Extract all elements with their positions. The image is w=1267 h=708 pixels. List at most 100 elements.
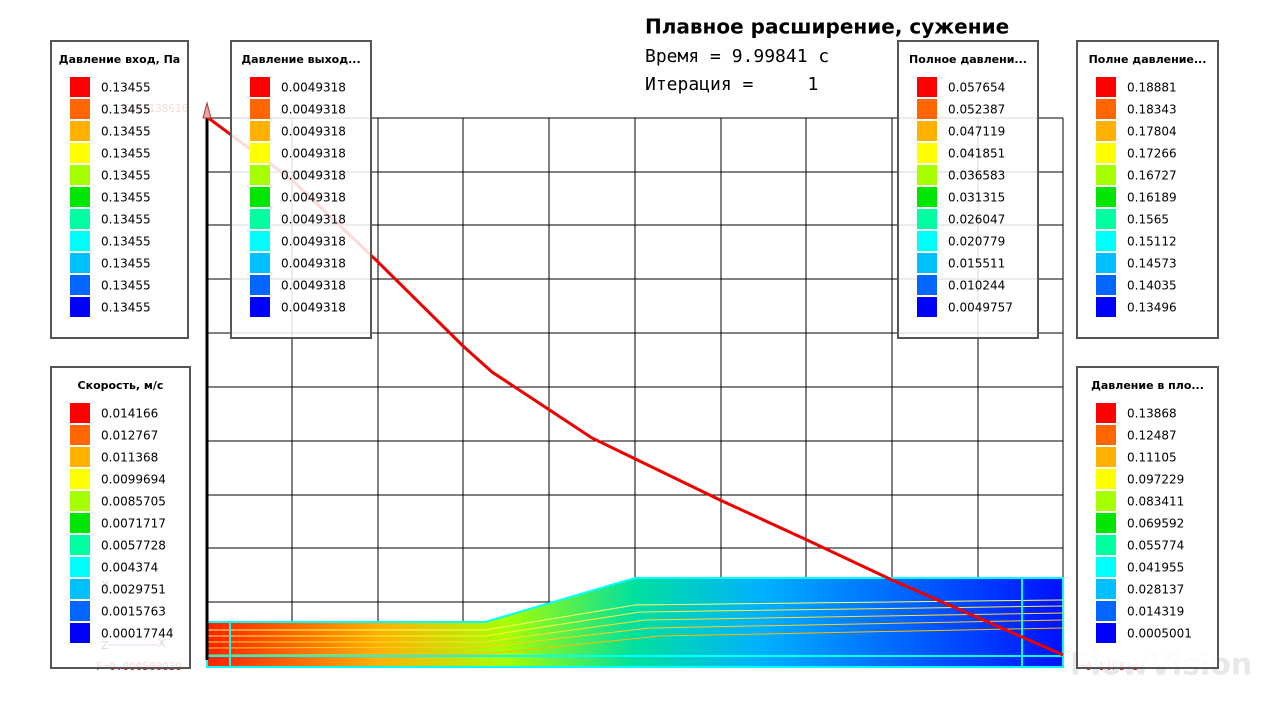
legend-value: 0.18343 bbox=[1127, 103, 1177, 117]
legend-swatch bbox=[1096, 403, 1116, 423]
legend-value: 0.17804 bbox=[1127, 125, 1177, 139]
legend-value: 0.13455 bbox=[101, 81, 151, 95]
legend-value: 0.041851 bbox=[948, 147, 1005, 161]
legend-value: 0.026047 bbox=[948, 213, 1005, 227]
legend-swatch bbox=[917, 187, 937, 207]
legend-swatch bbox=[1096, 231, 1116, 251]
legend-swatch bbox=[70, 491, 90, 511]
legends: Давление вход, Па 0.13455 0.13455 0.13455 0.… bbox=[50, 40, 1219, 669]
legend-value: 0.0049318 bbox=[281, 257, 346, 271]
legend-value: 0.012767 bbox=[101, 429, 158, 443]
legend-value: 0.13455 bbox=[101, 235, 151, 249]
legend-value: 0.0049318 bbox=[281, 125, 346, 139]
legend-value: 0.069592 bbox=[1127, 517, 1184, 531]
legend-swatch bbox=[70, 121, 90, 141]
legend-value: 0.0049318 bbox=[281, 169, 346, 183]
legend-swatch bbox=[917, 275, 937, 295]
legend-swatch bbox=[1096, 579, 1116, 599]
legend-value: 0.047119 bbox=[948, 125, 1005, 139]
legend-value: 0.0071717 bbox=[101, 517, 166, 531]
legend-swatch bbox=[1096, 165, 1116, 185]
legend-swatch bbox=[70, 165, 90, 185]
legend-swatch bbox=[1096, 601, 1116, 621]
legend-swatch bbox=[1096, 535, 1116, 555]
legend-title: Полне давление... bbox=[1089, 53, 1207, 66]
legend-value: 0.004374 bbox=[101, 561, 158, 575]
legend-value: 0.041955 bbox=[1127, 561, 1184, 575]
legend-swatch bbox=[1096, 513, 1116, 533]
legend-value: 0.13496 bbox=[1127, 301, 1177, 315]
legend-swatch bbox=[1096, 491, 1116, 511]
legend-swatch bbox=[70, 297, 90, 317]
legend-swatch bbox=[70, 275, 90, 295]
legend-value: 0.0049757 bbox=[948, 301, 1013, 315]
legend-value: 0.16727 bbox=[1127, 169, 1177, 183]
legend-title: Полное давлени... bbox=[909, 53, 1027, 66]
legend-swatch bbox=[1096, 275, 1116, 295]
legend-value: 0.010244 bbox=[948, 279, 1005, 293]
legend-swatch bbox=[917, 297, 937, 317]
legend-value: 0.0049318 bbox=[281, 147, 346, 161]
legend-value: 0.0049318 bbox=[281, 213, 346, 227]
legend-swatch bbox=[917, 99, 937, 119]
legend-panel: Давление выход... 0.0049318 0.0049318 0.004… bbox=[230, 40, 372, 339]
legend-value: 0.031315 bbox=[948, 191, 1005, 205]
marker bbox=[202, 101, 212, 119]
legend-value: 0.014166 bbox=[101, 407, 158, 421]
legend-value: 0.020779 bbox=[948, 235, 1005, 249]
legend-swatch bbox=[917, 121, 937, 141]
legend-swatch bbox=[1096, 557, 1116, 577]
legend-value: 0.0099694 bbox=[101, 473, 166, 487]
legend-swatch bbox=[70, 447, 90, 467]
legend-value: 0.13455 bbox=[101, 301, 151, 315]
legend-value: 0.057654 bbox=[948, 81, 1005, 95]
legend-value: 0.13455 bbox=[101, 191, 151, 205]
legend-swatch bbox=[1096, 469, 1116, 489]
legend-value: 0.13455 bbox=[101, 103, 151, 117]
time: Время = 9.99841 с bbox=[645, 46, 829, 67]
legend-swatch bbox=[70, 557, 90, 577]
legend-value: 0.13455 bbox=[101, 147, 151, 161]
legend-swatch bbox=[1096, 77, 1116, 97]
legend-swatch bbox=[1096, 253, 1116, 273]
legend-swatch bbox=[250, 253, 270, 273]
legend-value: 0.0049318 bbox=[281, 191, 346, 205]
legend-swatch bbox=[1096, 623, 1116, 643]
legend-swatch bbox=[70, 469, 90, 489]
legend-value: 0.052387 bbox=[948, 103, 1005, 117]
legend-swatch bbox=[70, 231, 90, 251]
legend-swatch bbox=[70, 425, 90, 445]
legend-panel: Давление вход, Па 0.13455 0.13455 0.13455 0.… bbox=[50, 40, 189, 339]
legend-title: Давление вход, Па bbox=[59, 53, 180, 66]
legend-panel: Полное давлени... 0.057654 0.052387 0.04711… bbox=[897, 40, 1039, 339]
legend-swatch bbox=[1096, 121, 1116, 141]
legend-swatch bbox=[1096, 99, 1116, 119]
iteration: Итерация = 1 bbox=[645, 74, 818, 95]
legend-swatch bbox=[250, 121, 270, 141]
legend-swatch bbox=[1096, 187, 1116, 207]
legend-value: 0.14573 bbox=[1127, 257, 1177, 271]
legend-value: 0.13455 bbox=[101, 213, 151, 227]
legend-swatch bbox=[1096, 209, 1116, 229]
legend-value: 0.13455 bbox=[101, 125, 151, 139]
legend-value: 0.13455 bbox=[101, 279, 151, 293]
legend-value: 0.17266 bbox=[1127, 147, 1177, 161]
legend-swatch bbox=[70, 513, 90, 533]
legend-swatch bbox=[250, 297, 270, 317]
legend-value: 0.00017744 bbox=[101, 627, 174, 641]
legend-value: 0.055774 bbox=[1127, 539, 1184, 553]
legend-value: 0.14035 bbox=[1127, 279, 1177, 293]
legend-value: 0.13868 bbox=[1127, 407, 1177, 421]
legend-value: 0.028137 bbox=[1127, 583, 1184, 597]
legend-panel: Скорость, м/с 0.014166 0.012767 0.011368 0.0… bbox=[50, 366, 191, 669]
legend-swatch bbox=[250, 187, 270, 207]
legend-title: Давление в пло... bbox=[1091, 379, 1204, 392]
legend-swatch bbox=[1096, 143, 1116, 163]
legend-swatch bbox=[70, 143, 90, 163]
legend-swatch bbox=[1096, 447, 1116, 467]
legend-swatch bbox=[250, 231, 270, 251]
legend-value: 0.0049318 bbox=[281, 301, 346, 315]
flow-region bbox=[206, 577, 1064, 668]
legend-value: 0.1565 bbox=[1127, 213, 1169, 227]
legend-swatch bbox=[917, 231, 937, 251]
